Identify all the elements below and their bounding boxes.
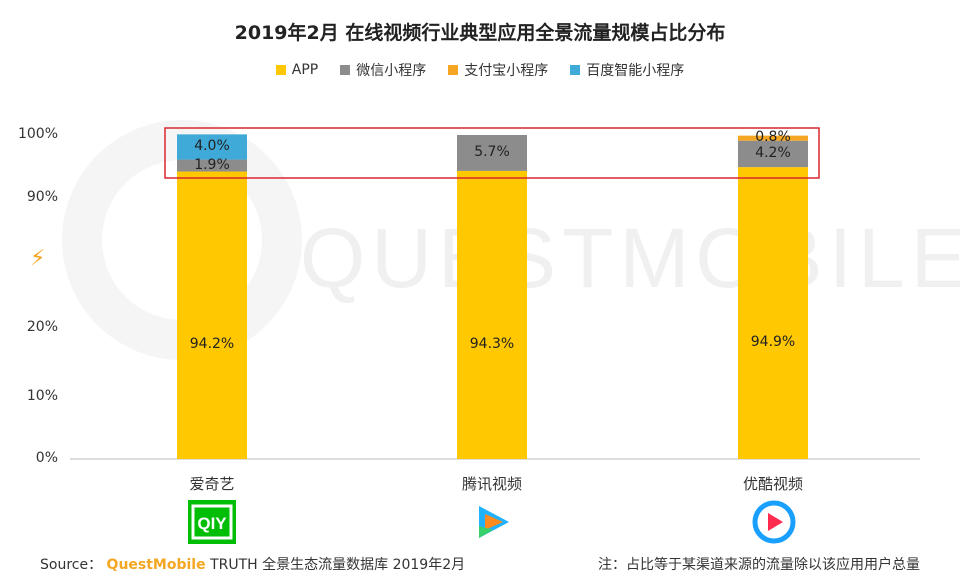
category-label-youku: 优酷视频 — [742, 475, 803, 493]
bar-segment-wechat — [738, 140, 808, 168]
tencent-video-logo-icon — [479, 506, 509, 538]
legend-item-alipay: 支付宝小程序 — [448, 60, 548, 80]
highlight-box — [164, 127, 820, 179]
legend-swatch-alipay — [448, 65, 459, 75]
data-label: 94.2% — [189, 336, 235, 353]
legend-label-wechat: 微信小程序 — [356, 63, 427, 79]
legend-item-baidu: 百度智能小程序 — [570, 60, 684, 80]
data-label: 4.2% — [755, 144, 791, 161]
legend: APP 微信小程序 支付宝小程序 百度智能小程序 — [0, 60, 960, 80]
chart-title: 2019年2月 在线视频行业典型应用全景流量规模占比分布 — [234, 22, 726, 44]
source-prefix: Source： — [40, 557, 103, 573]
category-label-iqiyi: 爱奇艺 — [189, 475, 235, 493]
bar-segment-wechat — [177, 159, 247, 172]
source-rest: TRUTH 全景生态流量数据库 2019年2月 — [210, 557, 466, 573]
youku-logo-icon — [752, 500, 796, 544]
legend-label-app: APP — [291, 62, 319, 78]
bar-segment-alipay — [738, 135, 808, 141]
data-label: 94.3% — [469, 335, 515, 352]
data-label: 94.9% — [750, 334, 796, 351]
data-label: 4.0% — [194, 137, 230, 154]
data-label: 1.9% — [194, 156, 230, 173]
data-label: 0.8% — [755, 129, 791, 146]
legend-item-wechat: 微信小程序 — [340, 60, 426, 80]
iqiyi-logo-icon: QIY — [188, 500, 236, 544]
bar-group — [164, 127, 820, 460]
y-tick-label: 10% — [26, 388, 58, 404]
footnote: 注：占比等于某渠道来源的流量除以该应用用户总量 — [598, 557, 920, 573]
y-tick-label: 20% — [26, 319, 58, 335]
lightning-break-icon: ⚡ — [30, 246, 46, 271]
legend-swatch-app — [275, 65, 286, 75]
category-label-tencent: 腾讯视频 — [461, 475, 522, 493]
bar-segment-wechat — [457, 135, 527, 171]
bar-segment-app — [738, 167, 808, 459]
source-line: Source： QuestMobile TRUTH 全景生态流量数据库 2019… — [40, 554, 465, 574]
data-label: 5.7% — [474, 143, 510, 160]
legend-label-baidu: 百度智能小程序 — [586, 63, 685, 79]
svg-text:QIY: QIY — [197, 514, 227, 533]
bar-segment-app — [457, 170, 527, 459]
y-tick-label: 100% — [17, 126, 58, 142]
bar-segment-app — [177, 171, 247, 460]
y-tick-label: 0% — [35, 450, 58, 466]
watermark-text: QUESTMOBILE — [300, 211, 960, 305]
legend-item-app: APP — [275, 60, 319, 80]
legend-swatch-baidu — [570, 65, 581, 75]
bar-segment-baidu — [177, 134, 247, 160]
y-tick-label: 90% — [26, 189, 58, 205]
source-brand: QuestMobile — [106, 557, 206, 573]
legend-label-alipay: 支付宝小程序 — [464, 63, 549, 79]
legend-swatch-wechat — [340, 65, 351, 75]
